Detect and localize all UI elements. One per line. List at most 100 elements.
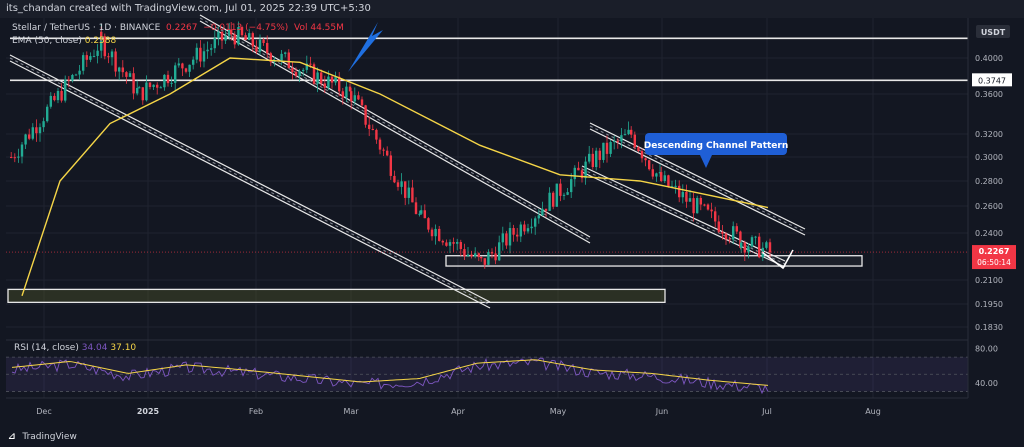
candle-body: [262, 39, 265, 43]
candle-body: [526, 228, 530, 232]
candle-body: [302, 69, 305, 72]
candle-body: [605, 142, 609, 154]
candle-body: [717, 221, 720, 232]
rsi-tick-label: 80.00: [975, 345, 998, 354]
blue-arrow-icon: [348, 22, 383, 72]
tradingview-brand[interactable]: TradingView: [22, 432, 77, 442]
candle-body: [559, 183, 562, 196]
volume-value: Vol 44.55M: [294, 23, 344, 33]
rsi-value: 34.04: [82, 343, 111, 353]
channel-lower-big: [9, 54, 491, 309]
candle-body: [490, 252, 494, 254]
candle-body: [685, 191, 688, 202]
candle-body: [327, 76, 330, 88]
candle-body: [357, 95, 360, 100]
rsi-label: RSI (14, close): [14, 343, 82, 353]
channel-hatch: [589, 125, 806, 233]
candle-body: [199, 47, 202, 62]
candle-body: [60, 90, 63, 101]
price-chart[interactable]: Descending Channel Pattern RSI (14, close…: [0, 0, 1024, 427]
candle-body: [630, 129, 633, 135]
candle-body: [53, 95, 56, 101]
symbol-name[interactable]: Stellar / TetherUS · 1D · BINANCE: [12, 23, 161, 33]
candle-body: [414, 202, 418, 214]
candle-body: [309, 63, 312, 65]
candle-body: [141, 87, 144, 101]
grid-lines: [6, 18, 968, 398]
tradingview-logo-icon[interactable]: ⊿: [8, 432, 16, 442]
x-tick-label: Feb: [249, 407, 263, 416]
candle-body: [548, 192, 551, 211]
candle-body: [598, 150, 601, 160]
candle-body: [430, 229, 434, 237]
candle-body: [159, 87, 162, 89]
candle-body: [20, 144, 24, 157]
candle-body: [248, 33, 251, 41]
candle-body: [49, 95, 52, 107]
channel-line: [589, 122, 806, 230]
candle-body: [562, 194, 566, 196]
candle-body: [573, 167, 576, 180]
y-tick-label: 0.3000: [975, 153, 1003, 162]
rsi-ma-value: 37.10: [110, 343, 136, 353]
channel-line: [199, 14, 591, 238]
chart-legend: Stellar / TetherUS · 1D · BINANCE 0.2267…: [12, 22, 344, 48]
candle-body: [110, 51, 114, 58]
candle-body: [566, 192, 569, 195]
candle-body: [240, 27, 244, 36]
candle-body: [498, 242, 501, 261]
candle-body: [768, 242, 772, 253]
channel-hatch: [581, 168, 786, 265]
y-tick-label: 0.2400: [975, 229, 1003, 238]
annotation-pointer: [700, 155, 712, 168]
candle-body: [570, 179, 573, 193]
channel-line: [9, 54, 491, 303]
candle-body: [192, 59, 195, 65]
channel-line: [9, 60, 491, 309]
close-value: 0.2267: [166, 23, 198, 33]
resistance-badge-text: 0.3747: [978, 76, 1006, 85]
ma-label[interactable]: EMA (50, close): [12, 36, 82, 46]
candle-body: [754, 236, 757, 238]
x-tick-label: Jun: [655, 407, 669, 416]
ma-value: 0.2588: [84, 36, 117, 46]
candle-body: [580, 170, 584, 179]
candle-body: [323, 83, 326, 88]
candle-body: [371, 128, 374, 130]
candle-body: [125, 72, 128, 77]
channel-line: [199, 20, 591, 244]
rsi-legend: RSI (14, close) 34.04 37.10: [14, 343, 136, 353]
candle-body: [710, 209, 713, 212]
candle-body: [644, 158, 647, 161]
candle-body: [696, 197, 699, 214]
candle-body: [334, 76, 337, 83]
candle-body: [152, 84, 155, 87]
candle-body: [477, 253, 480, 258]
candle-body: [291, 68, 294, 72]
candle-body: [13, 157, 16, 159]
candle-body: [681, 191, 684, 198]
candle-body: [750, 237, 754, 247]
candle-body: [38, 127, 42, 134]
candle-body: [10, 157, 13, 158]
candle-body: [501, 233, 504, 243]
candle-body: [674, 185, 677, 187]
candle-body: [368, 124, 371, 129]
candle-body: [220, 31, 224, 41]
attribution-text: its_chandan created with TradingView.com…: [6, 3, 371, 14]
channel-hatch: [199, 17, 591, 241]
candle-body: [121, 67, 124, 73]
channel-line: [589, 128, 806, 236]
ma-row: EMA (50, close) 0.2588: [12, 35, 344, 48]
candle-body: [466, 254, 470, 257]
candle-body: [177, 63, 180, 66]
candle-body: [320, 72, 323, 84]
candle-body: [195, 47, 198, 60]
candle-body: [96, 50, 99, 56]
y-tick-label: 0.1950: [975, 300, 1003, 309]
y-tick-label: 0.3600: [975, 90, 1003, 99]
current-price-text: 0.2267: [979, 247, 1010, 256]
y-tick-label: 0.2100: [975, 276, 1003, 285]
candle-body: [404, 181, 407, 198]
candle-body: [438, 228, 441, 241]
